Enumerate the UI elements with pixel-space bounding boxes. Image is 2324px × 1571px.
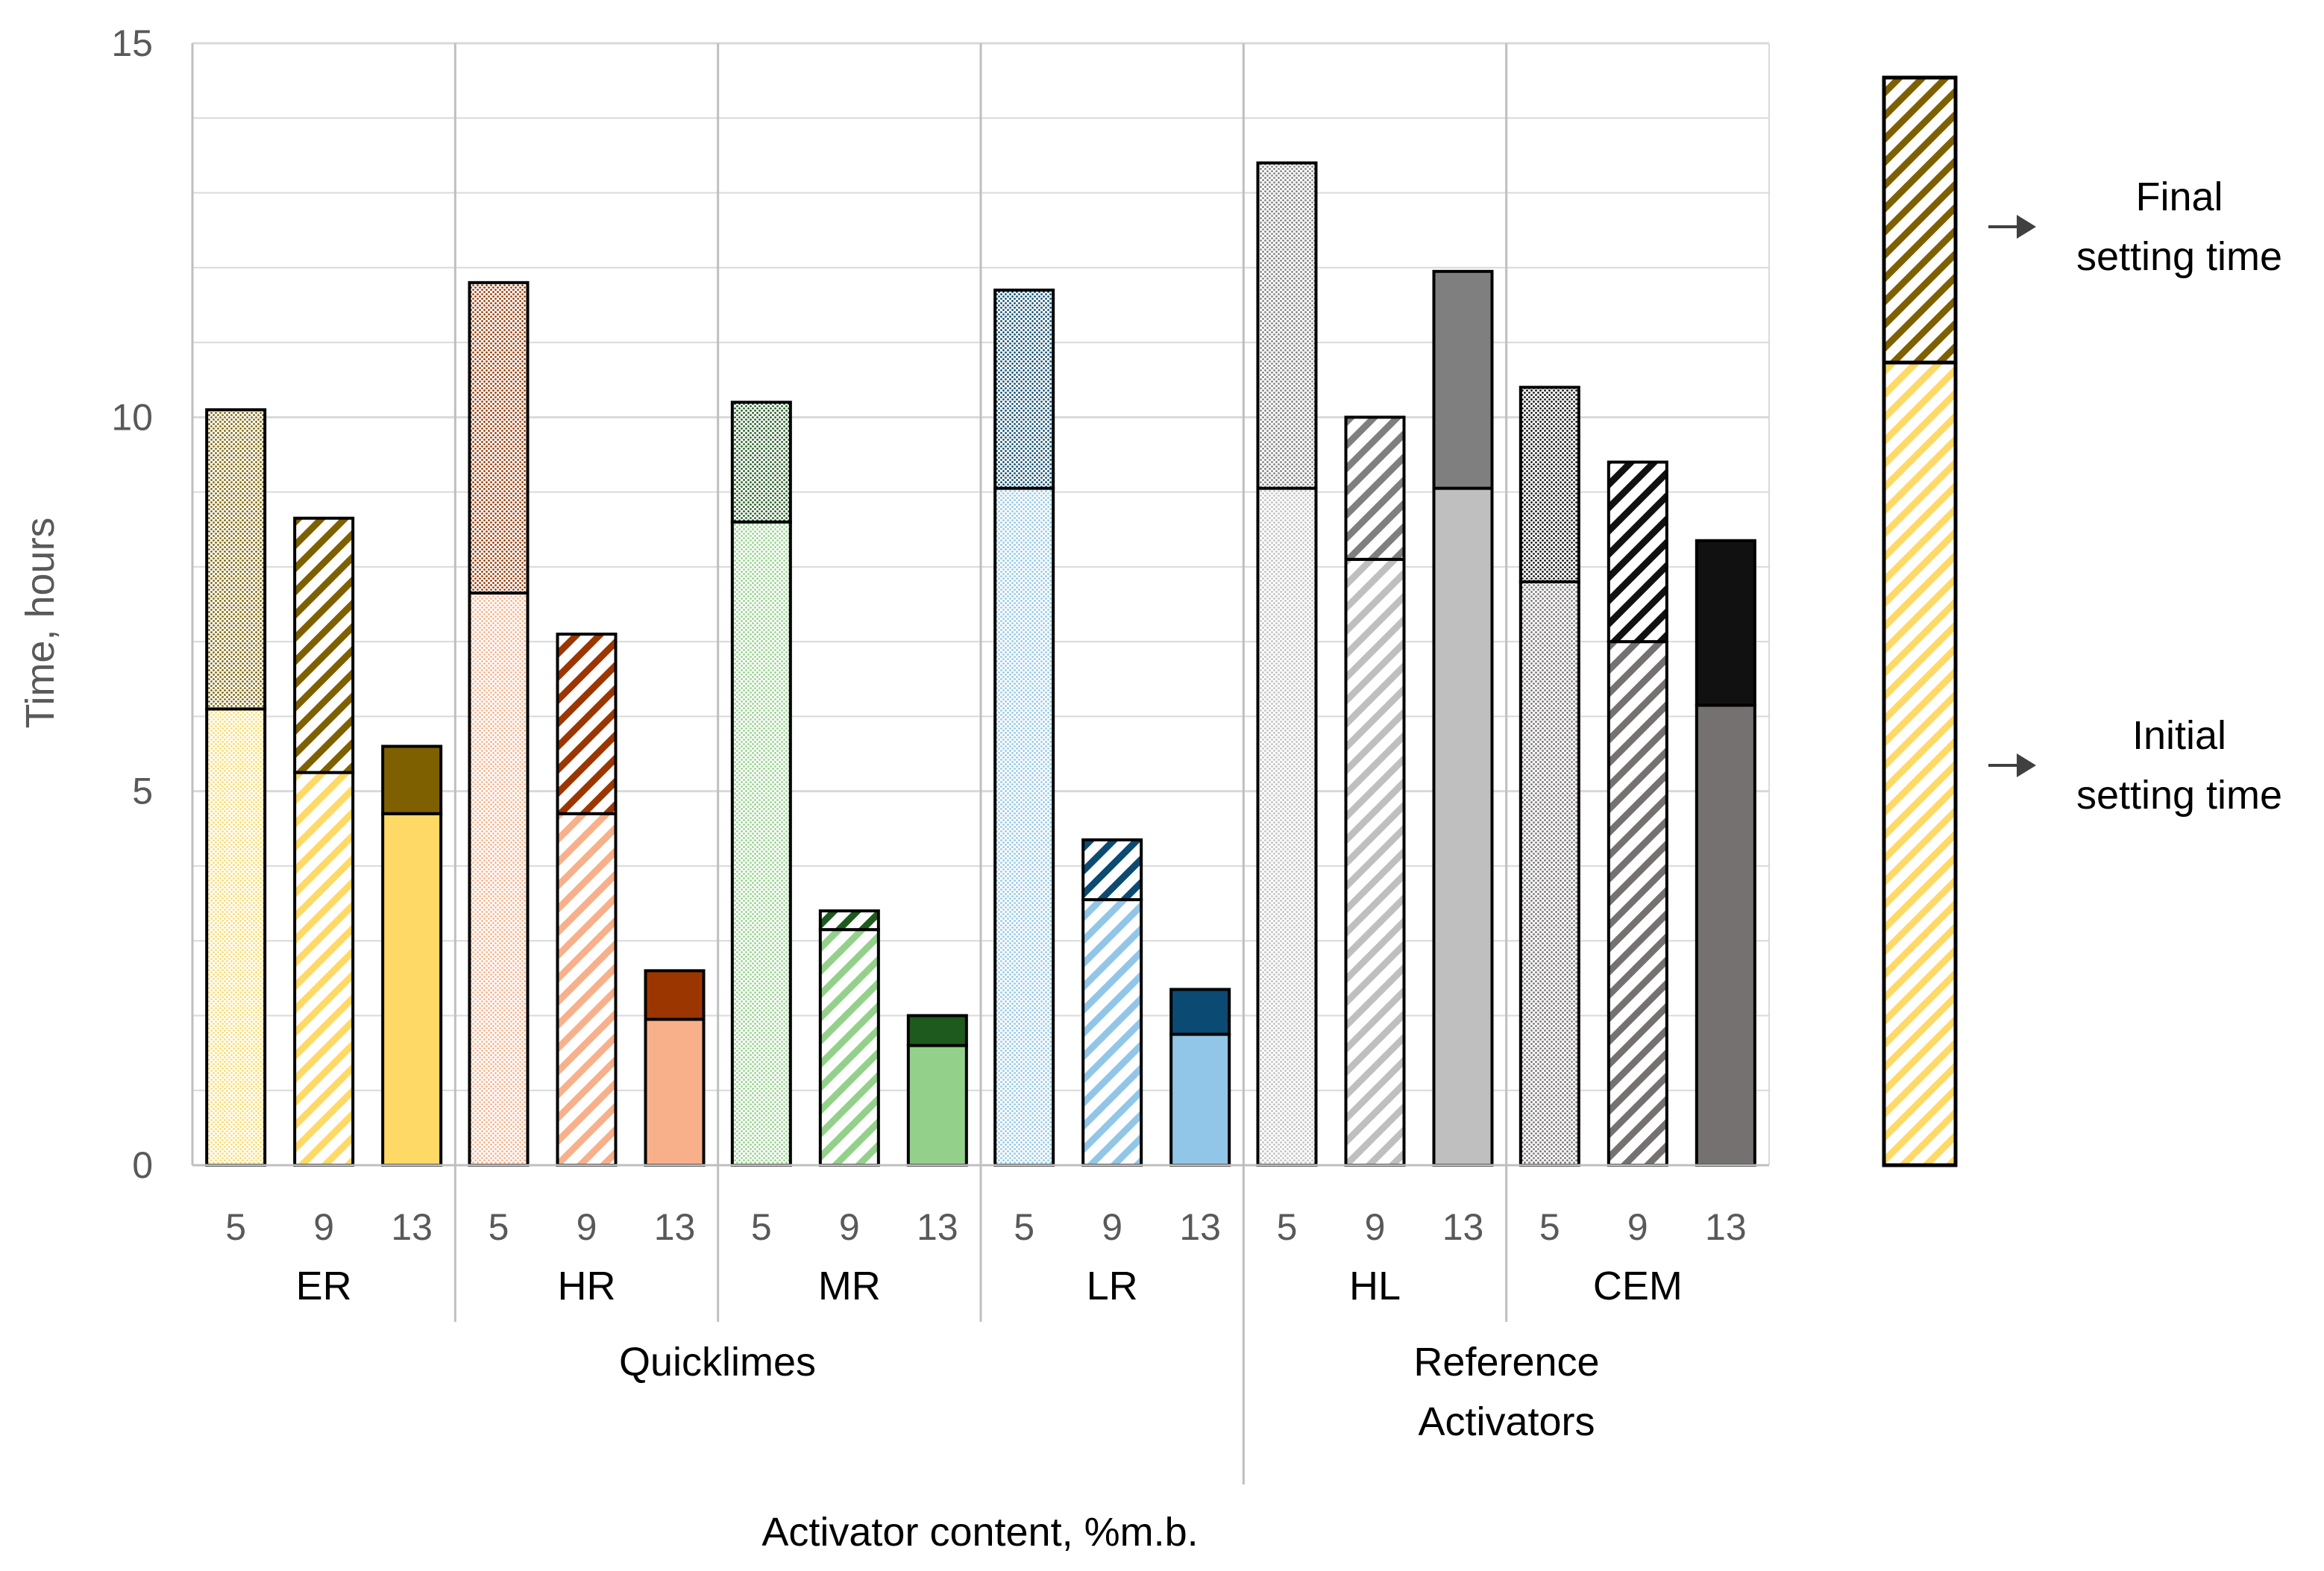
bar-cem-5-initial <box>1519 580 1580 1167</box>
x-tick-label: 13 <box>917 1206 958 1248</box>
category-label-reference-activators: Reference Activators <box>1413 1340 1599 1444</box>
group-label-mr: MR <box>818 1264 881 1308</box>
bar-mr-13-final <box>906 1014 968 1047</box>
y-tick-label: 5 <box>132 771 153 812</box>
bar-hl-5-final <box>1256 161 1318 490</box>
bar-lr-5-final <box>993 288 1055 490</box>
x-tick-label: 9 <box>1365 1206 1386 1248</box>
bar-cem-9-initial <box>1607 640 1668 1167</box>
x-tick-label: 13 <box>391 1206 433 1248</box>
bar-mr-9-final <box>818 909 880 932</box>
bar-hl-5-initial <box>1256 486 1318 1167</box>
group-label-cem: CEM <box>1593 1264 1683 1308</box>
legend-swatch-initial <box>1882 360 1958 1167</box>
legend-label-final: Final setting time <box>2076 175 2282 279</box>
bar-er-9-final <box>293 516 355 774</box>
group-label-hl: HL <box>1349 1264 1401 1308</box>
bar-hr-13-initial <box>644 1017 706 1167</box>
bar-er-13-initial <box>381 812 443 1167</box>
y-tick-label: 0 <box>132 1144 153 1186</box>
x-tick-label: 5 <box>1014 1206 1034 1248</box>
x-tick-label: 9 <box>577 1206 597 1248</box>
bar-lr-5-initial <box>993 486 1055 1167</box>
bar-mr-9-initial <box>818 928 880 1167</box>
bar-hl-13-initial <box>1432 486 1494 1167</box>
x-tick-label: 13 <box>654 1206 696 1248</box>
x-tick-label: 9 <box>313 1206 334 1248</box>
x-tick-label: 9 <box>839 1206 860 1248</box>
legend-arrow-final-head <box>2017 215 2036 239</box>
bar-er-5-final <box>205 408 267 711</box>
bar-cem-5-final <box>1519 386 1580 583</box>
bar-hr-13-final <box>644 969 706 1021</box>
bar-hr-9-initial <box>556 812 618 1167</box>
bar-lr-13-initial <box>1169 1032 1231 1167</box>
x-tick-label: 13 <box>1179 1206 1221 1248</box>
y-tick-label: 15 <box>111 22 153 64</box>
legend-swatch-final <box>1882 75 1958 365</box>
group-label-lr: LR <box>1087 1264 1138 1308</box>
x-tick-label: 5 <box>1539 1206 1560 1248</box>
bar-hr-5-initial <box>468 591 530 1167</box>
bar-er-5-initial <box>205 707 267 1167</box>
x-axis-title: Activator content, %m.b. <box>761 1510 1198 1555</box>
bars: 5 9 13 ER 5 9 13 HR 5 9 13 MR 5 9 13 LR 5 9 13 HL 5 9 13 CEM <box>205 161 1756 1308</box>
x-tick-label: 5 <box>751 1206 772 1248</box>
bar-er-9-initial <box>293 771 355 1167</box>
category-label-quicklimes: Quicklimes <box>619 1340 816 1385</box>
x-tick-label: 13 <box>1442 1206 1484 1248</box>
legend-arrow-initial-head <box>2017 753 2036 777</box>
bar-mr-5-final <box>730 401 792 524</box>
y-axis-title: Time, hours <box>18 517 63 728</box>
bar-mr-13-initial <box>906 1044 968 1167</box>
x-tick-label: 5 <box>225 1206 246 1248</box>
legend: Final setting time Initial setting time <box>1882 75 2282 1167</box>
x-tick-label: 13 <box>1705 1206 1747 1248</box>
bar-lr-9-initial <box>1081 898 1143 1167</box>
bar-cem-13-final <box>1695 539 1756 707</box>
x-tick-label: 9 <box>1102 1206 1122 1248</box>
x-tick-label: 5 <box>489 1206 509 1248</box>
y-tick-label: 10 <box>111 396 153 438</box>
axes: 0 5 10 15 Quicklimes Reference Activators <box>111 22 1769 1484</box>
bar-hl-13-final <box>1432 269 1494 490</box>
group-label-er: ER <box>296 1264 352 1308</box>
bar-hr-5-final <box>468 280 530 595</box>
bar-hl-9-initial <box>1344 557 1406 1167</box>
bar-hr-9-final <box>556 633 618 815</box>
x-tick-label: 5 <box>1277 1206 1298 1248</box>
bar-cem-13-initial <box>1695 703 1756 1167</box>
legend-label-initial: Initial setting time <box>2076 713 2282 818</box>
bar-er-13-final <box>381 744 443 815</box>
bar-mr-5-initial <box>730 520 792 1167</box>
bar-lr-9-final <box>1081 838 1143 902</box>
x-tick-label: 9 <box>1627 1206 1648 1248</box>
bar-lr-13-final <box>1169 988 1231 1036</box>
bar-cem-9-final <box>1607 460 1668 644</box>
group-label-hr: HR <box>558 1264 616 1308</box>
bar-hl-9-final <box>1344 416 1406 561</box>
